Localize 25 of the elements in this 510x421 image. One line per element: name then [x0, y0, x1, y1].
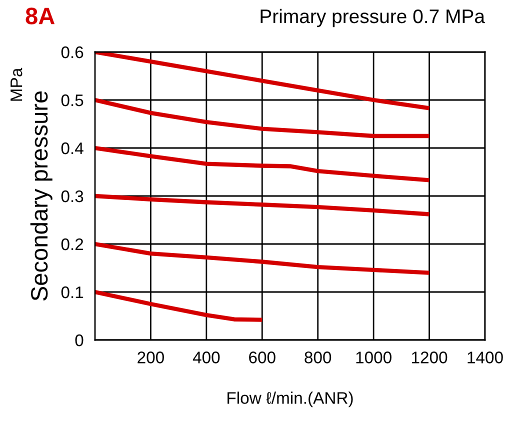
x-axis-title: Flow ℓ/min.(ANR)	[228, 392, 353, 408]
line-series	[95, 98, 432, 138]
y-tick-label: 0.4	[61, 142, 84, 154]
x-tick-label: 1400	[468, 352, 503, 364]
y-tick-label: 0.6	[61, 46, 84, 58]
x-tick-label: 1200	[412, 352, 448, 364]
y-tick-label: 0.5	[61, 94, 84, 106]
chart-subtitle: Primary pressure 0.7 MPa	[260, 8, 486, 28]
line-series	[95, 290, 264, 322]
text: MPa	[10, 68, 22, 101]
y-tick-label: 0	[75, 334, 84, 346]
y-axis-title: Secondary pressure	[30, 91, 52, 301]
y-tick-label: 0.2	[61, 238, 84, 250]
x-tick-label: 400	[192, 352, 220, 364]
x-tick-label: 600	[249, 352, 276, 364]
chart-title: 8A	[26, 8, 55, 24]
x-tick-label: 200	[138, 352, 164, 364]
line-series	[95, 194, 432, 216]
y-tick-label: 0.3	[61, 190, 84, 202]
x-tick-label: 800	[304, 352, 332, 364]
y-tick-label: 0.1	[61, 286, 84, 298]
line-series	[95, 242, 432, 275]
line-series	[95, 146, 432, 182]
line-series	[95, 52, 432, 110]
x-tick-label: 1000	[356, 352, 392, 364]
